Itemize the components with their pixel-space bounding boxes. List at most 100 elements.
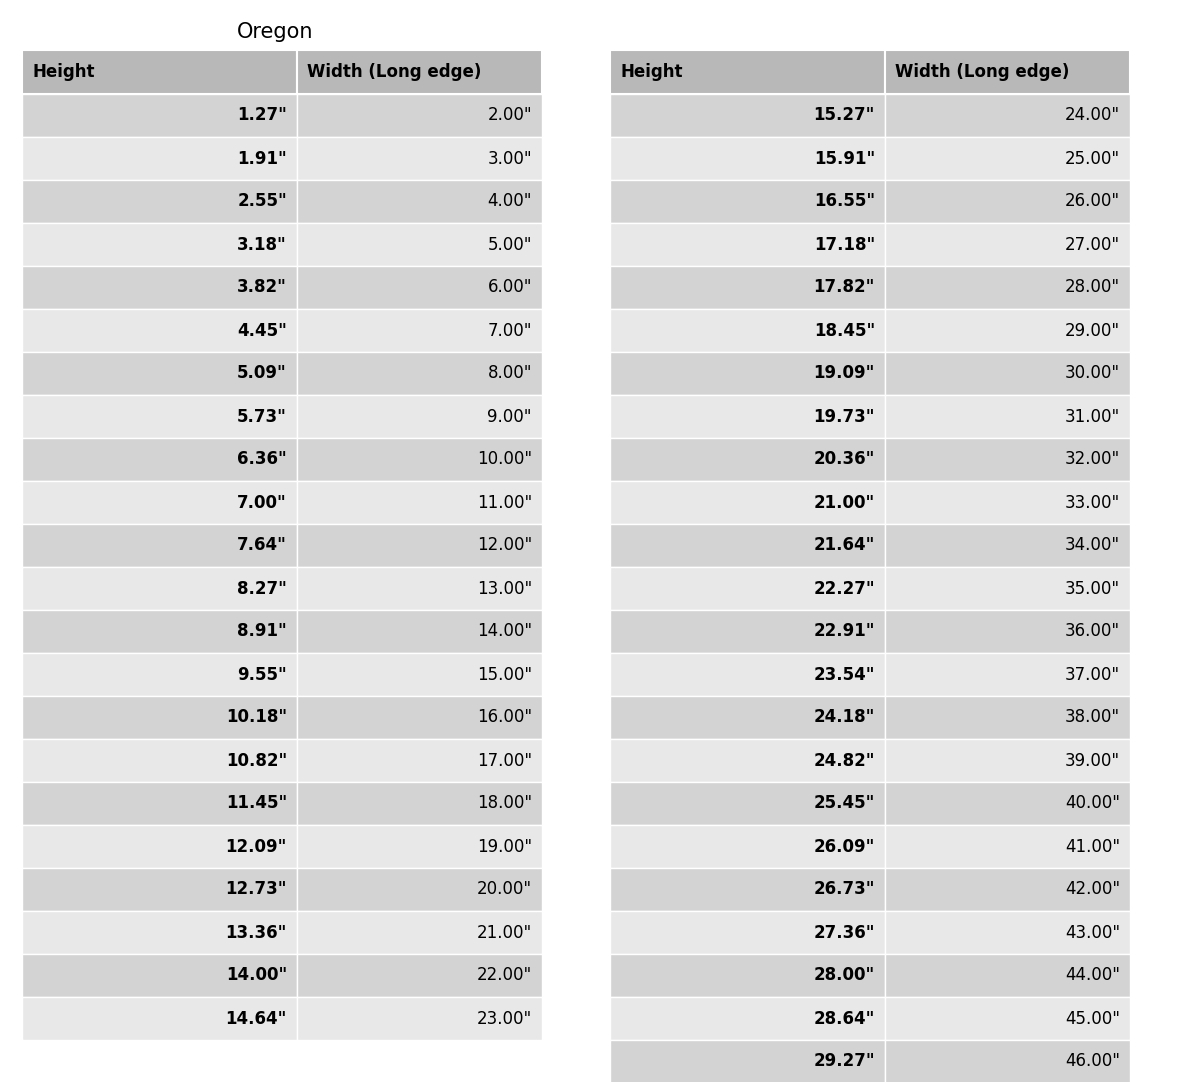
Text: 42.00": 42.00" (1064, 881, 1120, 898)
Text: 24.18": 24.18" (814, 709, 876, 726)
Bar (885, 223, 1130, 266)
Text: 40.00": 40.00" (1066, 794, 1120, 813)
Text: 38.00": 38.00" (1064, 709, 1120, 726)
Bar (610, 911, 885, 954)
Text: 11.00": 11.00" (477, 493, 532, 512)
Text: 32.00": 32.00" (1064, 450, 1120, 469)
Text: 41.00": 41.00" (1064, 837, 1120, 856)
Bar (610, 395, 885, 438)
Text: 19.09": 19.09" (814, 365, 876, 383)
Text: 1.91": 1.91" (237, 149, 287, 168)
Bar (610, 696, 885, 739)
Text: 7.00": 7.00" (487, 321, 532, 340)
Text: 21.64": 21.64" (814, 537, 876, 554)
Bar (885, 610, 1130, 654)
Bar (610, 654, 885, 696)
Bar (610, 1040, 885, 1082)
Text: 4.45": 4.45" (237, 321, 287, 340)
Text: 5.09": 5.09" (237, 365, 287, 383)
Bar (885, 824, 1130, 868)
Text: 18.45": 18.45" (814, 321, 876, 340)
Text: 2.00": 2.00" (487, 106, 532, 124)
Bar (22, 266, 297, 309)
Text: 6.36": 6.36" (237, 450, 287, 469)
Text: 3.82": 3.82" (237, 278, 287, 296)
Text: 46.00": 46.00" (1066, 1053, 1120, 1070)
Text: 26.00": 26.00" (1064, 193, 1120, 211)
Text: Width (Long edge): Width (Long edge) (307, 63, 481, 81)
Text: 15.27": 15.27" (814, 106, 876, 124)
Bar (22, 911, 297, 954)
Bar (22, 50, 297, 94)
Bar (610, 438, 885, 481)
Bar (885, 180, 1130, 223)
Text: 30.00": 30.00" (1064, 365, 1120, 383)
Bar (297, 438, 542, 481)
Bar (22, 137, 297, 180)
Bar (22, 438, 297, 481)
Text: 17.82": 17.82" (814, 278, 876, 296)
Bar (297, 94, 542, 137)
Bar (22, 223, 297, 266)
Text: 22.00": 22.00" (477, 966, 532, 985)
Bar (297, 137, 542, 180)
Text: 37.00": 37.00" (1064, 665, 1120, 684)
Text: 17.18": 17.18" (814, 236, 876, 253)
Text: Height: Height (620, 63, 682, 81)
Bar (610, 50, 885, 94)
Bar (885, 997, 1130, 1040)
Bar (610, 824, 885, 868)
Text: 22.27": 22.27" (813, 580, 876, 597)
Text: 44.00": 44.00" (1066, 966, 1120, 985)
Bar (610, 868, 885, 911)
Text: 7.00": 7.00" (237, 493, 287, 512)
Text: 27.00": 27.00" (1064, 236, 1120, 253)
Text: 6.00": 6.00" (487, 278, 532, 296)
Text: 2.55": 2.55" (237, 193, 287, 211)
Bar (885, 438, 1130, 481)
Text: 12.73": 12.73" (225, 881, 287, 898)
Text: 9.55": 9.55" (237, 665, 287, 684)
Text: 3.00": 3.00" (487, 149, 532, 168)
Bar (22, 824, 297, 868)
Bar (297, 50, 542, 94)
Bar (22, 309, 297, 352)
Text: 29.00": 29.00" (1064, 321, 1120, 340)
Text: 28.00": 28.00" (1064, 278, 1120, 296)
Text: 3.18": 3.18" (237, 236, 287, 253)
Text: 8.27": 8.27" (237, 580, 287, 597)
Text: 10.82": 10.82" (225, 752, 287, 769)
Text: 10.00": 10.00" (477, 450, 532, 469)
Text: 29.27": 29.27" (813, 1053, 876, 1070)
Text: 28.00": 28.00" (814, 966, 876, 985)
Text: 31.00": 31.00" (1064, 408, 1120, 425)
Text: 21.00": 21.00" (477, 924, 532, 941)
Bar (885, 309, 1130, 352)
Text: 13.36": 13.36" (225, 924, 287, 941)
Text: 4.00": 4.00" (487, 193, 532, 211)
Text: Oregon: Oregon (237, 22, 313, 42)
Text: 34.00": 34.00" (1064, 537, 1120, 554)
Text: Width (Long edge): Width (Long edge) (894, 63, 1069, 81)
Bar (885, 911, 1130, 954)
Text: 25.45": 25.45" (814, 794, 876, 813)
Bar (610, 223, 885, 266)
Bar (297, 395, 542, 438)
Bar (297, 997, 542, 1040)
Bar (610, 94, 885, 137)
Text: 13.00": 13.00" (477, 580, 532, 597)
Text: 24.00": 24.00" (1064, 106, 1120, 124)
Bar (297, 782, 542, 824)
Text: 35.00": 35.00" (1064, 580, 1120, 597)
Bar (297, 309, 542, 352)
Bar (297, 911, 542, 954)
Text: 12.09": 12.09" (225, 837, 287, 856)
Bar (610, 180, 885, 223)
Text: 17.00": 17.00" (477, 752, 532, 769)
Text: 14.64": 14.64" (225, 1010, 287, 1028)
Text: 9.00": 9.00" (487, 408, 532, 425)
Text: 26.73": 26.73" (813, 881, 876, 898)
Bar (297, 739, 542, 782)
Bar (885, 739, 1130, 782)
Bar (610, 567, 885, 610)
